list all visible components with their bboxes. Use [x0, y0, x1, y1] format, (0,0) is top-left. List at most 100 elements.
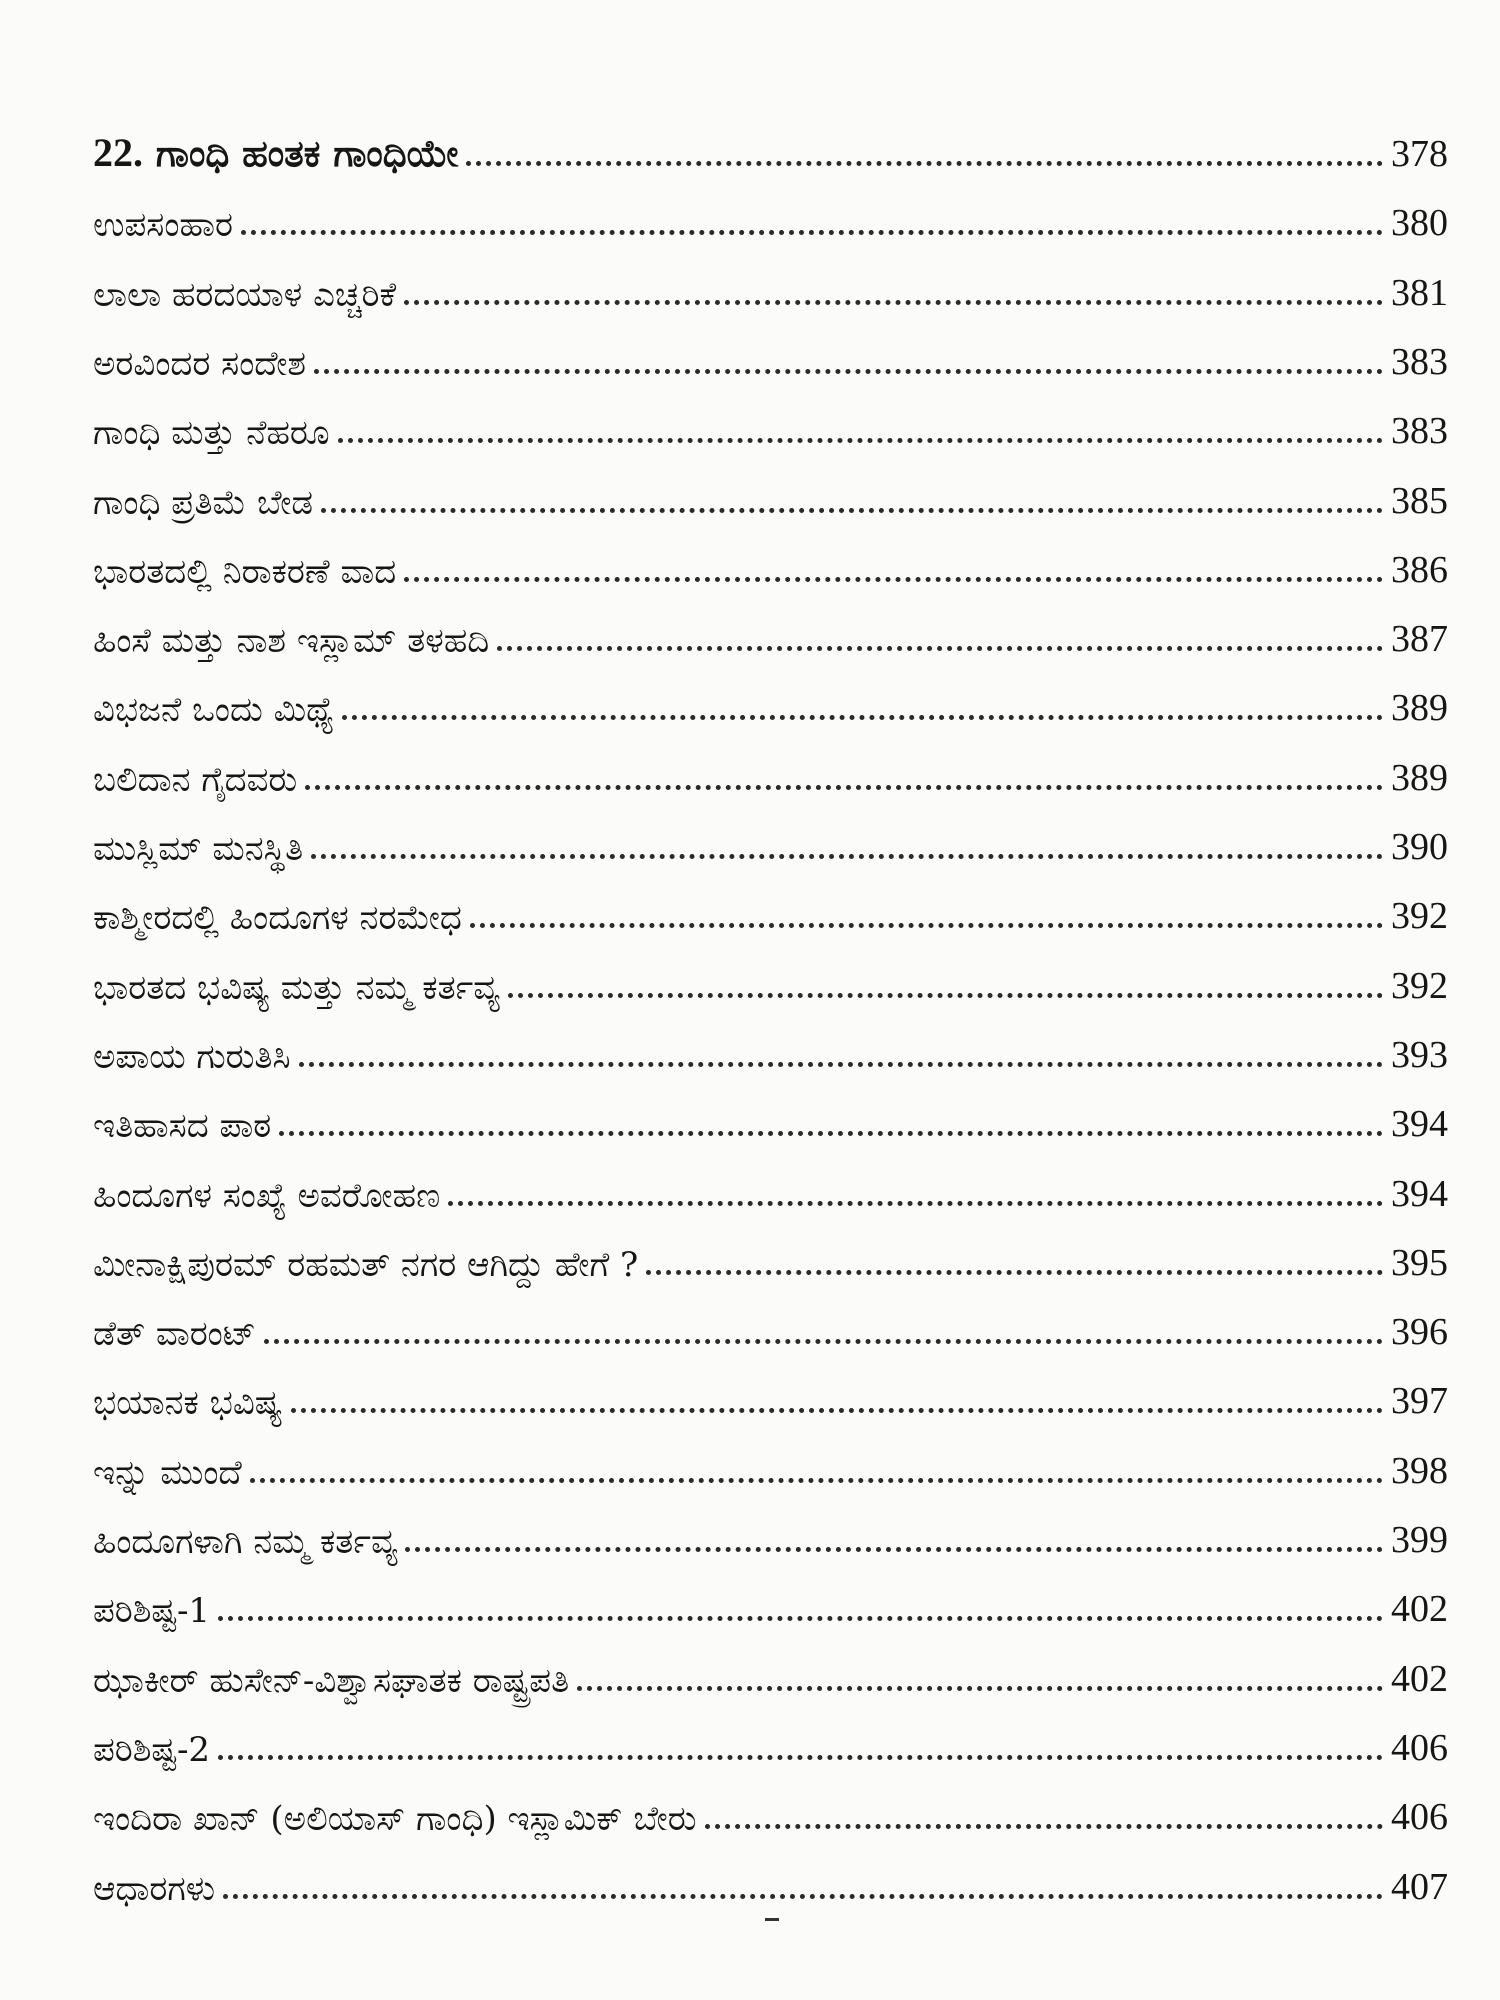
toc-entry: ಭಾರತದಲ್ಲಿ ನಿರಾಕರಣೆ ವಾದ 386	[93, 536, 1448, 592]
dot-leader	[223, 1893, 1383, 1899]
entry-title: ಡೆತ್ ವಾರಂಟ್	[93, 1314, 257, 1355]
toc-entry: ಝಾಕೀರ್ ಹುಸೇನ್-ವಿಶ್ವಾಸಘಾತಕ ರಾಷ್ಟ್ರಪತಿ 402	[93, 1645, 1448, 1701]
entry-title: ಹಿಂದೂಗಳ ಸಂಖ್ಯೆ ಅವರೋಹಣ	[93, 1175, 441, 1216]
entry-title: ಇನ್ನು ಮುಂದೆ	[93, 1452, 242, 1493]
toc-entry: ಭಯಾನಕ ಭವಿಷ್ಯ 397	[93, 1367, 1448, 1423]
dot-leader	[646, 1269, 1383, 1275]
page-number: 407	[1391, 1865, 1448, 1908]
dot-leader	[218, 1616, 1383, 1622]
entry-title: ಭಾರತದಲ್ಲಿ ನಿರಾಕರಣೆ ವಾದ	[93, 551, 397, 592]
toc-entry: ಪರಿಶಿಷ್ಟ-2 406	[93, 1714, 1448, 1770]
page-number: 380	[1391, 202, 1448, 245]
page-number: 389	[1391, 687, 1448, 730]
toc-chapter-heading: 22. ಗಾಂಧಿ ಹಂತಕ ಗಾಂಧಿಯೇ 378	[93, 120, 1448, 176]
page-number: 398	[1391, 1449, 1448, 1492]
entry-title: ವಿಭಜನೆ ಒಂದು ಮಿಥ್ಯೆ	[93, 690, 335, 731]
entry-title: ಅರವಿಂದರ ಸಂದೇಶ	[93, 343, 307, 384]
dot-leader	[466, 161, 1383, 166]
entry-title: ಇತಿಹಾಸದ ಪಾಠ	[93, 1106, 272, 1147]
page-number: 393	[1391, 1033, 1448, 1076]
page-number: 406	[1391, 1796, 1448, 1839]
page-number: 402	[1391, 1657, 1448, 1700]
chapter-title: 22. ಗಾಂಧಿ ಹಂತಕ ಗಾಂಧಿಯೇ	[93, 130, 459, 175]
toc-entry: ಉಪಸಂಹಾರ 380	[93, 189, 1448, 245]
dot-leader	[404, 299, 1383, 305]
dot-leader	[314, 368, 1383, 374]
toc-entry: ಬಲಿದಾನ ಗೈದವರು 389	[93, 744, 1448, 800]
page-number: 378	[1391, 133, 1448, 175]
toc-entry: ಅರವಿಂದರ ಸಂದೇಶ 383	[93, 328, 1448, 384]
dot-leader	[249, 1477, 1383, 1483]
entry-title: ಭಾರತದ ಭವಿಷ್ಯ ಮತ್ತು ನಮ್ಮ ಕರ್ತವ್ಯ	[93, 967, 500, 1008]
dot-leader	[337, 438, 1383, 444]
toc-entry: ಮೀನಾಕ್ಷಿಪುರಮ್ ರಹಮತ್ ನಗರ ಆಗಿದ್ದು ಹೇಗೆ ? 39…	[93, 1229, 1448, 1285]
toc-entry: ಇಂದಿರಾ ಖಾನ್ (ಅಲಿಯಾಸ್ ಗಾಂಧಿ) ಇಸ್ಲಾಮಿಕ್ ಬೇ…	[93, 1783, 1448, 1839]
entry-title: ಗಾಂಧಿ ಪ್ರತಿಮೆ ಬೇಡ	[93, 482, 314, 523]
toc-entry: ವಿಭಜನೆ ಒಂದು ಮಿಥ್ಯೆ 389	[93, 674, 1448, 730]
toc-entry: ಅಪಾಯ ಗುರುತಿಸಿ 393	[93, 1021, 1448, 1077]
page-number: 397	[1391, 1380, 1448, 1423]
toc-entry: ಇತಿಹಾಸದ ಪಾಠ 394	[93, 1090, 1448, 1146]
page-number: 402	[1391, 1588, 1448, 1631]
entry-title: ಝಾಕೀರ್ ಹುಸೇನ್-ವಿಶ್ವಾಸಘಾತಕ ರಾಷ್ಟ್ರಪತಿ	[93, 1660, 570, 1701]
page-number: 394	[1391, 1103, 1448, 1146]
entry-title: ಮುಸ್ಲಿಮ್ ಮನಸ್ಥಿತಿ	[93, 829, 304, 869]
dot-leader	[279, 1131, 1383, 1137]
dot-leader	[448, 1200, 1383, 1206]
page-number: 394	[1391, 1172, 1448, 1215]
toc-entry: ಗಾಂಧಿ ಮತ್ತು ನೆಹರೂ 383	[93, 397, 1448, 453]
page-number: 383	[1391, 410, 1448, 453]
entry-title: ಅಪಾಯ ಗುರುತಿಸಿ	[93, 1036, 291, 1077]
page-number: 406	[1391, 1726, 1448, 1769]
page-number: 395	[1391, 1241, 1448, 1284]
toc-entry: ಲಾಲಾ ಹರದಯಾಳ ಎಚ್ಚರಿಕೆ 381	[93, 259, 1448, 315]
toc-entry: ಕಾಶ್ಮೀರದಲ್ಲಿ ಹಿಂದೂಗಳ ನರಮೇಧ 392	[93, 882, 1448, 938]
page-number: 392	[1391, 964, 1448, 1007]
toc-entry: ಡೆತ್ ವಾರಂಟ್ 396	[93, 1298, 1448, 1354]
page-number: 392	[1391, 895, 1448, 938]
dot-leader	[321, 507, 1383, 513]
dot-leader	[298, 1061, 1383, 1067]
dot-leader	[577, 1685, 1383, 1691]
page-number: 399	[1391, 1519, 1448, 1561]
dot-leader	[290, 1408, 1383, 1414]
dot-leader	[497, 646, 1383, 652]
page-number: 396	[1391, 1311, 1448, 1354]
entry-title: ಲಾಲಾ ಹರದಯಾಳ ಎಚ್ಚರಿಕೆ	[93, 274, 397, 315]
dot-leader	[305, 784, 1383, 790]
page-number: 386	[1391, 548, 1448, 591]
entry-title: ಉಪಸಂಹಾರ	[93, 205, 233, 246]
toc-entry: ಇನ್ನು ಮುಂದೆ 398	[93, 1437, 1448, 1493]
dot-leader	[507, 992, 1383, 998]
page-number: 385	[1391, 479, 1448, 522]
toc-entry: ಹಿಂಸೆ ಮತ್ತು ನಾಶ ಇಸ್ಲಾಮ್ ತಳಹದಿ 387	[93, 605, 1448, 661]
page-mark	[765, 1918, 779, 1921]
toc-entry: ಭಾರತದ ಭವಿಷ್ಯ ಮತ್ತು ನಮ್ಮ ಕರ್ತವ್ಯ 392	[93, 952, 1448, 1008]
dot-leader	[704, 1824, 1383, 1830]
dot-leader	[342, 715, 1383, 721]
entry-title: ಪರಿಶಿಷ್ಟ-2	[93, 1729, 211, 1770]
toc-entry: ಮುಸ್ಲಿಮ್ ಮನಸ್ಥಿತಿ 390	[93, 813, 1448, 869]
entry-title: ಹಿಂಸೆ ಮತ್ತು ನಾಶ ಇಸ್ಲಾಮ್ ತಳಹದಿ	[93, 621, 490, 662]
entry-title: ಕಾಶ್ಮೀರದಲ್ಲಿ ಹಿಂದೂಗಳ ನರಮೇಧ	[93, 898, 462, 939]
entry-title: ಪರಿಶಿಷ್ಟ-1	[93, 1591, 211, 1632]
entry-title: ಗಾಂಧಿ ಮತ್ತು ನೆಹರೂ	[93, 413, 330, 454]
dot-leader	[404, 576, 1383, 582]
dot-leader	[218, 1754, 1383, 1760]
entry-title: ಮೀನಾಕ್ಷಿಪುರಮ್ ರಹಮತ್ ನಗರ ಆಗಿದ್ದು ಹೇಗೆ ?	[93, 1244, 639, 1285]
toc-entry: ಹಿಂದೂಗಳಾಗಿ ನಮ್ಮ ಕರ್ತವ್ಯ 399	[93, 1506, 1448, 1562]
page-number: 389	[1391, 756, 1448, 799]
dot-leader	[469, 923, 1383, 929]
entry-title: ಇಂದಿರಾ ಖಾನ್ (ಅಲಿಯಾಸ್ ಗಾಂಧಿ) ಇಸ್ಲಾಮಿಕ್ ಬೇ…	[93, 1799, 697, 1840]
toc-entry: ಗಾಂಧಿ ಪ್ರತಿಮೆ ಬೇಡ 385	[93, 467, 1448, 523]
toc-entry: ಹಿಂದೂಗಳ ಸಂಖ್ಯೆ ಅವರೋಹಣ 394	[93, 1160, 1448, 1216]
dot-leader	[311, 854, 1383, 859]
entry-title: ಬಲಿದಾನ ಗೈದವರು	[93, 759, 298, 800]
page-number: 381	[1391, 271, 1448, 314]
toc-entry: ಆಧಾರಗಳು 407	[93, 1853, 1448, 1909]
page-number: 383	[1391, 340, 1448, 383]
toc-entry: ಪರಿಶಿಷ್ಟ-1 402	[93, 1575, 1448, 1631]
dot-leader	[264, 1339, 1383, 1345]
entry-title: ಆಧಾರಗಳು	[93, 1868, 216, 1909]
dot-leader	[405, 1547, 1383, 1552]
